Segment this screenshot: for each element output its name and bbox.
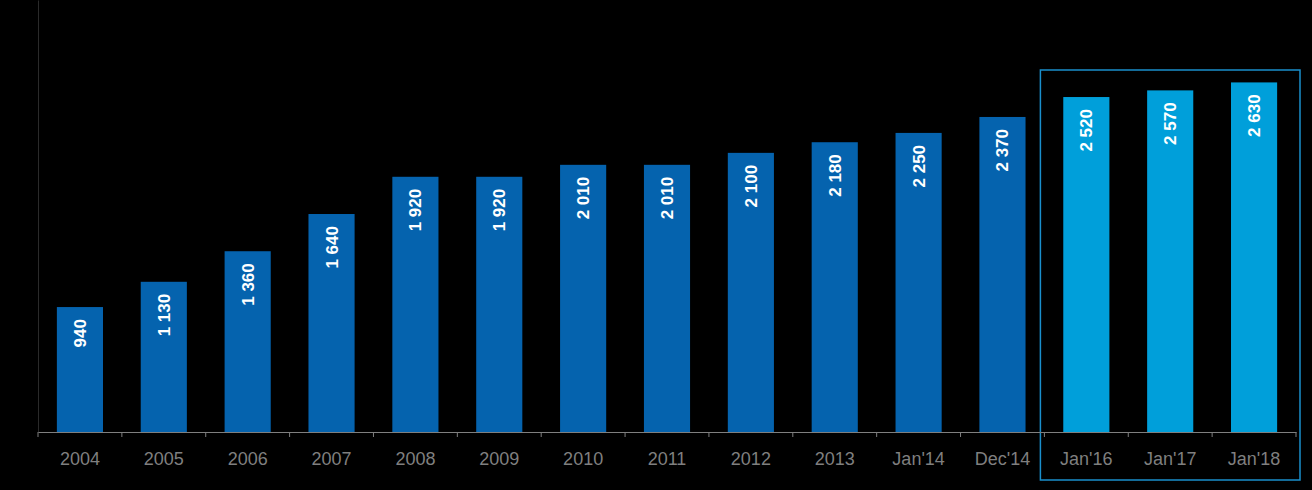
category-separator xyxy=(457,432,458,437)
x-tick-label: 2007 xyxy=(312,449,352,469)
bar xyxy=(1147,90,1193,432)
bar xyxy=(308,214,354,432)
category-separator xyxy=(1128,432,1129,437)
category-separator xyxy=(541,432,542,437)
category-separator xyxy=(1044,432,1045,437)
plot: 940 1 130 1 360 1 640 1 920 1 920 2 010 2 010 2 … xyxy=(38,1,1300,481)
x-tick: Jan'14 xyxy=(892,432,944,469)
category-separator xyxy=(625,432,626,437)
x-tick-label: 2006 xyxy=(228,449,268,469)
y-axis-line xyxy=(38,1,39,433)
category-separator xyxy=(876,432,877,437)
bar xyxy=(728,153,774,432)
bar xyxy=(57,307,103,432)
bar xyxy=(979,117,1025,432)
x-tick-label: Jan'17 xyxy=(1144,449,1196,469)
x-tick-label: Jan'18 xyxy=(1228,449,1280,469)
x-tick: 2012 xyxy=(731,432,771,469)
x-tick-label: 2009 xyxy=(479,449,519,469)
x-tick-label: 2013 xyxy=(815,449,855,469)
bars xyxy=(57,82,1277,432)
x-tick: 2009 xyxy=(479,432,519,469)
data-label: 2 630 xyxy=(1245,94,1264,137)
category-separator xyxy=(792,432,793,437)
x-tick-label: 2004 xyxy=(60,449,100,469)
x-tick: 2007 xyxy=(312,432,352,469)
category-separator xyxy=(1212,432,1213,437)
x-tick-label: 2010 xyxy=(563,449,603,469)
x-axis-line xyxy=(39,432,1297,433)
chart: 940 1 130 1 360 1 640 1 920 1 920 2 010 2 010 2 … xyxy=(0,0,1312,490)
x-tick: 2008 xyxy=(395,432,435,469)
x-tick-label: Jan'14 xyxy=(892,449,944,469)
category-separator xyxy=(121,432,122,437)
x-tick: 2010 xyxy=(563,432,603,469)
x-tick: 2006 xyxy=(228,432,268,469)
category-separator xyxy=(708,432,709,437)
bar xyxy=(476,177,522,432)
x-tick: Jan'16 xyxy=(1060,432,1112,469)
data-label: 2 250 xyxy=(910,145,929,188)
x-tick-label: 2008 xyxy=(395,449,435,469)
x-tick: Jan'18 xyxy=(1228,432,1280,469)
category-separator xyxy=(1296,432,1297,437)
x-axis: 2004 2005 2006 2007 2008 2009 2010 2011 2012 2013… xyxy=(39,432,1297,469)
data-label: 2 100 xyxy=(742,165,761,208)
data-label: 1 920 xyxy=(490,189,509,232)
x-tick-label: 2012 xyxy=(731,449,771,469)
x-tick: Jan'17 xyxy=(1144,432,1196,469)
x-tick: Dec'14 xyxy=(975,432,1030,469)
bar xyxy=(644,165,690,432)
bar xyxy=(1231,82,1277,432)
data-label: 1 360 xyxy=(239,263,258,306)
x-tick: 2004 xyxy=(60,432,100,469)
x-tick: 2005 xyxy=(144,432,184,469)
data-label: 1 130 xyxy=(155,294,174,337)
category-separator xyxy=(373,432,374,437)
y-axis xyxy=(38,1,39,433)
x-tick-label: 2005 xyxy=(144,449,184,469)
bar xyxy=(141,282,187,432)
highlight-box xyxy=(1040,70,1300,480)
bar xyxy=(392,177,438,432)
x-tick-label: Dec'14 xyxy=(975,449,1030,469)
x-tick-label: Jan'16 xyxy=(1060,449,1112,469)
category-separator xyxy=(38,432,39,437)
data-label: 2 520 xyxy=(1077,109,1096,152)
data-label: 2 010 xyxy=(574,177,593,220)
bar xyxy=(225,251,271,432)
data-label: 940 xyxy=(71,319,90,347)
bar xyxy=(1063,97,1109,432)
category-separator xyxy=(289,432,290,437)
category-separators xyxy=(38,432,1296,437)
category-separator xyxy=(205,432,206,437)
x-tick: 2013 xyxy=(815,432,855,469)
data-label: 2 370 xyxy=(993,129,1012,172)
data-label: 1 640 xyxy=(323,226,342,269)
bar xyxy=(896,133,942,432)
x-tick: 2011 xyxy=(648,432,687,469)
data-label: 1 920 xyxy=(406,189,425,232)
data-labels: 940 1 130 1 360 1 640 1 920 1 920 2 010 2 010 2 … xyxy=(71,94,1264,347)
category-separator xyxy=(960,432,961,437)
data-label: 2 180 xyxy=(826,154,845,197)
x-tick-label: 2011 xyxy=(648,449,687,469)
data-label: 2 570 xyxy=(1161,102,1180,145)
bar xyxy=(560,165,606,432)
bar xyxy=(812,142,858,432)
data-label: 2 010 xyxy=(658,177,677,220)
